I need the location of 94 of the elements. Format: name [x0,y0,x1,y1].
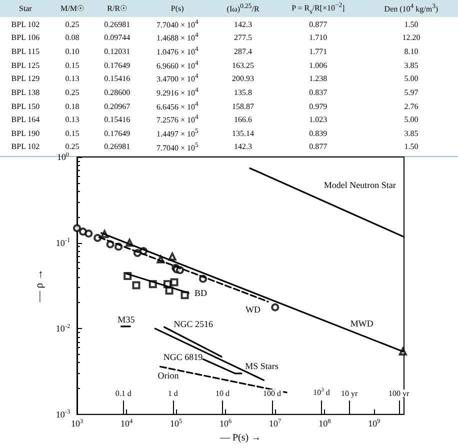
text: 142.3 [234,142,252,152]
category-label: P(s) [170,3,185,16]
ref-line-label: 10 d [215,389,230,398]
series-label: MS Stars [245,361,279,372]
text: 3.4700 × 10$^{4}$ [156,73,198,84]
text: 1.4497 × 10$^{5}$ [156,128,198,139]
ref-line-label: 0.1 d [115,389,132,398]
series-label: Model Neutron Star [324,180,396,190]
text: 1.4688 × 10$^{4}$ [156,32,198,44]
text: 3.85 [404,128,418,138]
text: 0.25 [65,88,80,97]
text: BPL 102 [11,142,40,152]
text: 1.710 [309,33,328,42]
text: 135.8 [234,88,252,97]
text: 1.238 [309,74,328,84]
text: 5.97 [404,88,418,97]
text: BPL 102 [11,20,40,29]
text: 0.877 [309,142,328,152]
text: 0.09744 [104,33,130,42]
text: BPL 164 [11,115,40,124]
text: 5.00 [404,115,418,124]
text: BPL 125 [11,60,40,70]
text: 0.10 [65,46,80,56]
text: 0.839 [309,128,328,138]
text: 0.18 [65,102,80,111]
text: 6.9660 × 10$^{4}$ [156,60,198,70]
text: 0.12031 [104,46,130,56]
series-label: MWD [350,318,374,329]
text: 3.85 [404,60,418,70]
category-label: R/R☉ [106,3,128,16]
category-label: (Iω)$^{0.25}$/R [226,2,260,16]
text: 2.76 [404,102,418,111]
text: 0.837 [309,88,328,97]
text: 200.93 [232,74,254,84]
text: 0.26981 [104,142,130,152]
text: 277.5 [234,33,252,42]
text: 5.00 [404,74,418,84]
text: 135.14 [232,128,254,138]
text: 12.20 [402,33,420,42]
text: 1.023 [309,115,328,124]
text: 7.7040 × 10$^{5}$ [156,142,198,152]
category-label: P = R$_{s}$/R[×10$^{−2}$] [290,1,346,18]
text: 0.25 [65,142,80,152]
text: 0.28600 [104,88,130,97]
text: 1.771 [309,46,328,56]
text: 0.17649 [104,60,130,70]
text: 0.08 [65,33,80,42]
x-axis-title: — P(s) → [218,432,262,444]
series-label: Orion [158,370,180,381]
text: 0.15416 [104,115,130,124]
ref-line-label: 1 d [168,389,178,398]
text: 0.877 [309,20,328,29]
series-label: BD [194,288,208,298]
text: 0.17649 [104,128,130,138]
text: 158.87 [232,102,254,111]
text: 7.7040 × 10$^{4}$ [156,18,198,30]
text: 0.15 [65,60,80,70]
text: 0.25 [65,20,80,29]
text: 0.15416 [104,74,130,84]
ref-line-label: 100 d [262,389,281,398]
category-label: Star [18,3,33,16]
text: 0.26981 [104,20,130,29]
text: 7.2576 × 10$^{4}$ [156,114,198,125]
text: 0.15 [65,128,80,138]
text: 163.25 [232,60,254,70]
text: 0.20967 [104,102,130,111]
ref-line-label: 10 yr [340,389,358,398]
text: 9.2916 × 10$^{4}$ [156,87,198,98]
series-label: NGC 2516 [174,319,214,330]
text: 0.13 [65,74,80,84]
text: 6.6456 × 10$^{4}$ [156,100,198,112]
series-label: WD [246,304,262,315]
ref-line-label: 100 yr [388,389,410,398]
text: 8.10 [404,46,418,56]
text: 1.0476 × 10$^{4}$ [156,46,198,57]
series-label: NGC 6819 [163,352,204,362]
category-label: Den (10$^{4}$ kg/m$^{3}$) [383,2,440,16]
category-label: M/M☉ [60,3,85,16]
text: BPL 129 [11,74,40,84]
text: BPL 138 [11,88,40,97]
text: BPL 106 [11,33,40,42]
y-axis-title: — ρ → [33,269,46,304]
text: BPL 115 [11,46,40,56]
text: BPL 150 [11,102,40,111]
text: 0.979 [309,102,328,111]
text: 1.50 [404,20,418,29]
text: 1.006 [309,60,328,70]
text: 142.3 [234,20,252,29]
text: BPL 190 [11,128,40,138]
text: 0.13 [65,115,80,124]
text: 1.50 [404,142,418,152]
text: 166.6 [234,115,252,124]
series-label: M35 [118,314,136,324]
text: 287.4 [234,46,252,56]
